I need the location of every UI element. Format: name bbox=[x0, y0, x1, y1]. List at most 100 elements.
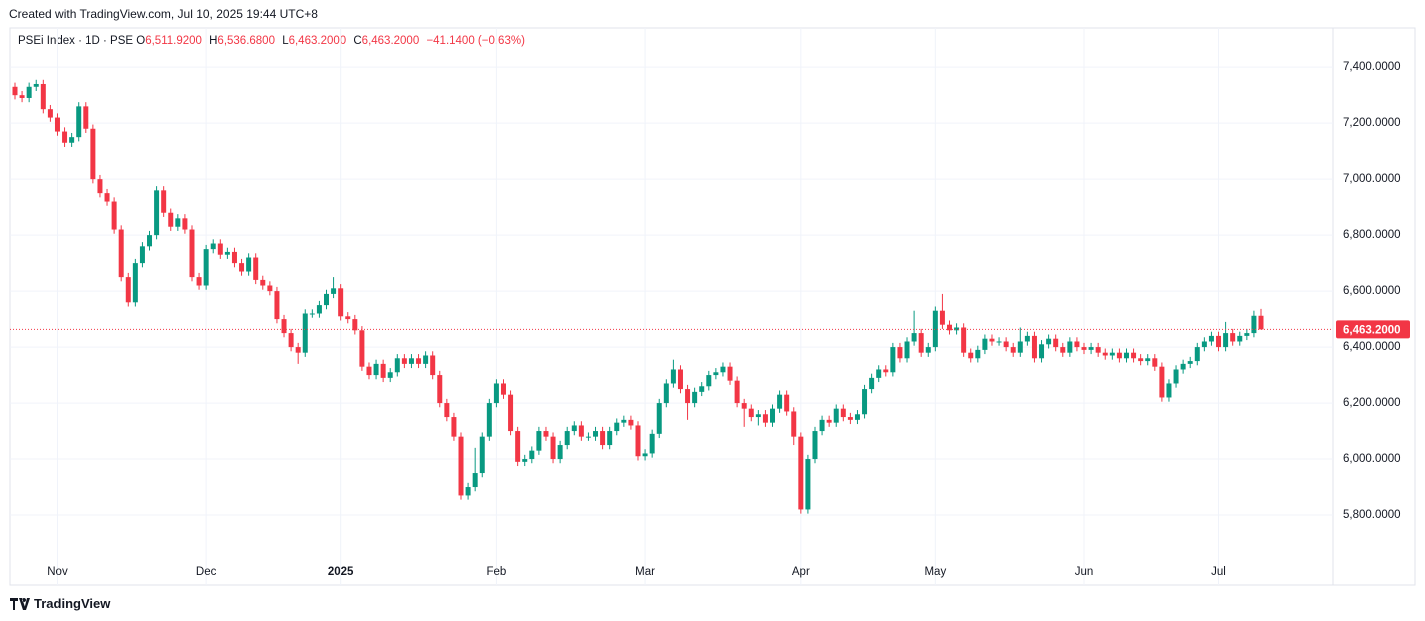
candle-body bbox=[819, 419, 825, 432]
x-tick-label: Nov bbox=[47, 566, 68, 578]
candle-body bbox=[352, 319, 358, 331]
candle-body bbox=[401, 358, 407, 364]
candle-body bbox=[635, 425, 641, 457]
candle-body bbox=[1166, 383, 1172, 398]
candle-body bbox=[12, 86, 18, 96]
candle-body bbox=[154, 190, 160, 236]
candle-body bbox=[217, 243, 223, 255]
candle-body bbox=[939, 310, 945, 325]
candle-body bbox=[1123, 352, 1129, 359]
candle-body bbox=[309, 313, 315, 315]
candle-body bbox=[727, 366, 733, 381]
candle-body bbox=[97, 179, 103, 194]
candle-body bbox=[854, 414, 860, 420]
candle-body bbox=[295, 347, 301, 353]
candle-body bbox=[1201, 341, 1207, 348]
brand: TradingView bbox=[34, 596, 111, 611]
candle-body bbox=[784, 394, 790, 412]
candle-body bbox=[748, 408, 754, 418]
c-label: C bbox=[353, 35, 362, 47]
candle-body bbox=[1088, 347, 1094, 350]
candle-body bbox=[1208, 335, 1214, 342]
candle-body bbox=[713, 372, 719, 376]
candle-body bbox=[1131, 352, 1137, 359]
created-note: Created with TradingView.com, Jul 10, 20… bbox=[9, 7, 318, 21]
candle-body bbox=[1187, 361, 1193, 364]
candle-body bbox=[253, 257, 259, 280]
candle-body bbox=[996, 341, 1002, 343]
ohlc-legend: PSEi Index · 1D · PSE O6,511.9200 H6,536… bbox=[18, 35, 529, 47]
h-value: 6,536.6800 bbox=[217, 35, 275, 47]
last-price-label: 6,463.2000 bbox=[1343, 324, 1401, 336]
candle-body bbox=[649, 433, 655, 454]
candle-body bbox=[706, 375, 712, 387]
candle-body bbox=[458, 436, 464, 496]
c-value: 6,463.2000 bbox=[361, 35, 420, 47]
candle-body bbox=[302, 313, 308, 353]
candle-body bbox=[168, 212, 174, 227]
candle-body bbox=[1046, 338, 1052, 345]
candle-body bbox=[423, 355, 429, 364]
candle-body bbox=[762, 414, 768, 423]
candle-body bbox=[571, 425, 577, 432]
candle-body bbox=[26, 86, 32, 98]
candle-body bbox=[1003, 341, 1009, 348]
candle-body bbox=[324, 293, 329, 306]
candle-body bbox=[147, 235, 153, 247]
candle-body bbox=[720, 366, 726, 373]
candle-body bbox=[989, 338, 995, 342]
candle-body bbox=[621, 419, 627, 423]
candle-body bbox=[954, 327, 960, 331]
candle-body bbox=[685, 389, 691, 404]
candle-body bbox=[231, 251, 237, 264]
candle-body bbox=[833, 408, 839, 423]
candle-body bbox=[883, 369, 889, 373]
candle-body bbox=[968, 352, 974, 359]
candle-body bbox=[90, 128, 96, 180]
y-tick-label: 7,400.0000 bbox=[1343, 61, 1401, 73]
logo bbox=[10, 597, 30, 610]
candle-body bbox=[76, 106, 82, 138]
candle-body bbox=[677, 369, 683, 390]
candle-body bbox=[897, 347, 903, 359]
candle-body bbox=[1095, 347, 1101, 353]
candle-body bbox=[1017, 341, 1023, 353]
change: −41.1400 (−0.63%) bbox=[426, 35, 525, 47]
candle-body bbox=[593, 431, 599, 437]
candle-body bbox=[550, 436, 556, 460]
candle-body bbox=[1024, 335, 1030, 342]
candle-body bbox=[585, 436, 591, 438]
candle-body bbox=[1039, 344, 1045, 359]
candle-body bbox=[557, 445, 563, 460]
candle-body bbox=[19, 95, 25, 98]
candle-body bbox=[1081, 347, 1087, 350]
candle-body bbox=[33, 83, 39, 87]
candle-body bbox=[770, 408, 776, 423]
y-tick-label: 6,200.0000 bbox=[1343, 397, 1401, 409]
candle-body bbox=[607, 431, 613, 446]
candle-body bbox=[175, 218, 181, 227]
candle-body bbox=[437, 375, 443, 404]
candle-body bbox=[1216, 335, 1222, 348]
x-tick-label: Apr bbox=[792, 566, 810, 578]
candle-body bbox=[918, 333, 924, 353]
candle-body bbox=[387, 372, 393, 378]
candle-body bbox=[331, 288, 337, 294]
candle-body bbox=[904, 341, 910, 359]
candle-body bbox=[182, 218, 188, 230]
l-value: 6,463.2000 bbox=[288, 35, 347, 47]
candle-body bbox=[451, 417, 457, 437]
candle-body bbox=[826, 419, 832, 423]
candle-body bbox=[472, 473, 478, 488]
candle-body bbox=[670, 369, 676, 384]
x-tick-label: Jun bbox=[1075, 566, 1094, 578]
candle-body bbox=[1258, 315, 1264, 330]
candle-body bbox=[1010, 347, 1016, 353]
candle-body bbox=[281, 319, 287, 334]
o-label: O bbox=[136, 35, 146, 47]
y-tick-label: 6,600.0000 bbox=[1343, 285, 1401, 297]
candle-body bbox=[189, 229, 195, 278]
candle-body bbox=[536, 431, 542, 451]
candle-body bbox=[239, 263, 245, 272]
symbol: PSEi Index · 1D · PSE bbox=[18, 35, 134, 47]
